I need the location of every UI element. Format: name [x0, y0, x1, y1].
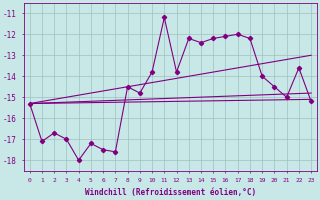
X-axis label: Windchill (Refroidissement éolien,°C): Windchill (Refroidissement éolien,°C): [85, 188, 256, 197]
